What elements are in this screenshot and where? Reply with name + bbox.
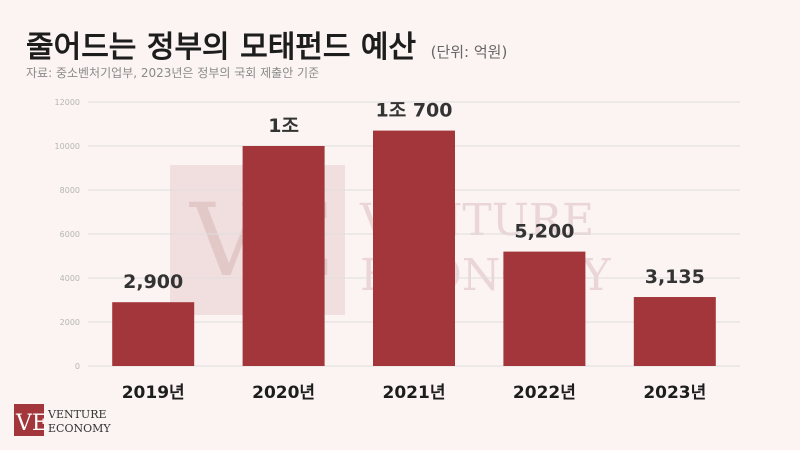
bar: [633, 297, 716, 366]
x-tick-label: 2023년: [643, 383, 706, 403]
bar: [373, 130, 455, 366]
venture-economy-logo: VE VENTURE ECONOMY: [14, 404, 111, 436]
data-label: 3,135: [645, 266, 705, 288]
logo-line1: VENTURE: [47, 408, 107, 421]
logo-box: [14, 404, 44, 436]
bar: [503, 251, 586, 366]
data-label: 1조 700: [376, 100, 453, 122]
logo-mark: VE: [15, 411, 48, 436]
y-tick-label: 4000: [60, 274, 80, 283]
y-tick-label: 6000: [60, 230, 80, 239]
data-label: 2,900: [123, 271, 183, 293]
y-tick-label: 12000: [55, 98, 80, 107]
chart-title: 줄어드는 정부의 모태펀드 예산 (단위: 억원): [26, 22, 507, 66]
y-tick-label: 0: [75, 362, 80, 371]
data-label: 1조: [268, 115, 299, 137]
x-tick-label: 2022년: [513, 383, 576, 403]
x-tick-label: 2021년: [383, 383, 446, 403]
source-note: 자료: 중소벤처기업부, 2023년은 정부의 국회 제출안 기준: [26, 66, 320, 80]
y-tick-label: 10000: [55, 142, 80, 151]
x-tick-label: 2020년: [252, 383, 315, 403]
data-label: 5,200: [514, 221, 574, 243]
logo-line2: ECONOMY: [48, 422, 111, 435]
x-tick-label: 2019년: [122, 383, 185, 403]
title-text: 줄어드는 정부의 모태펀드 예산: [26, 30, 417, 65]
bar: [112, 302, 195, 366]
y-tick-label: 8000: [60, 186, 80, 195]
bar: [242, 146, 325, 366]
unit-label: (단위: 억원): [430, 43, 508, 61]
y-tick-label: 2000: [60, 318, 80, 327]
